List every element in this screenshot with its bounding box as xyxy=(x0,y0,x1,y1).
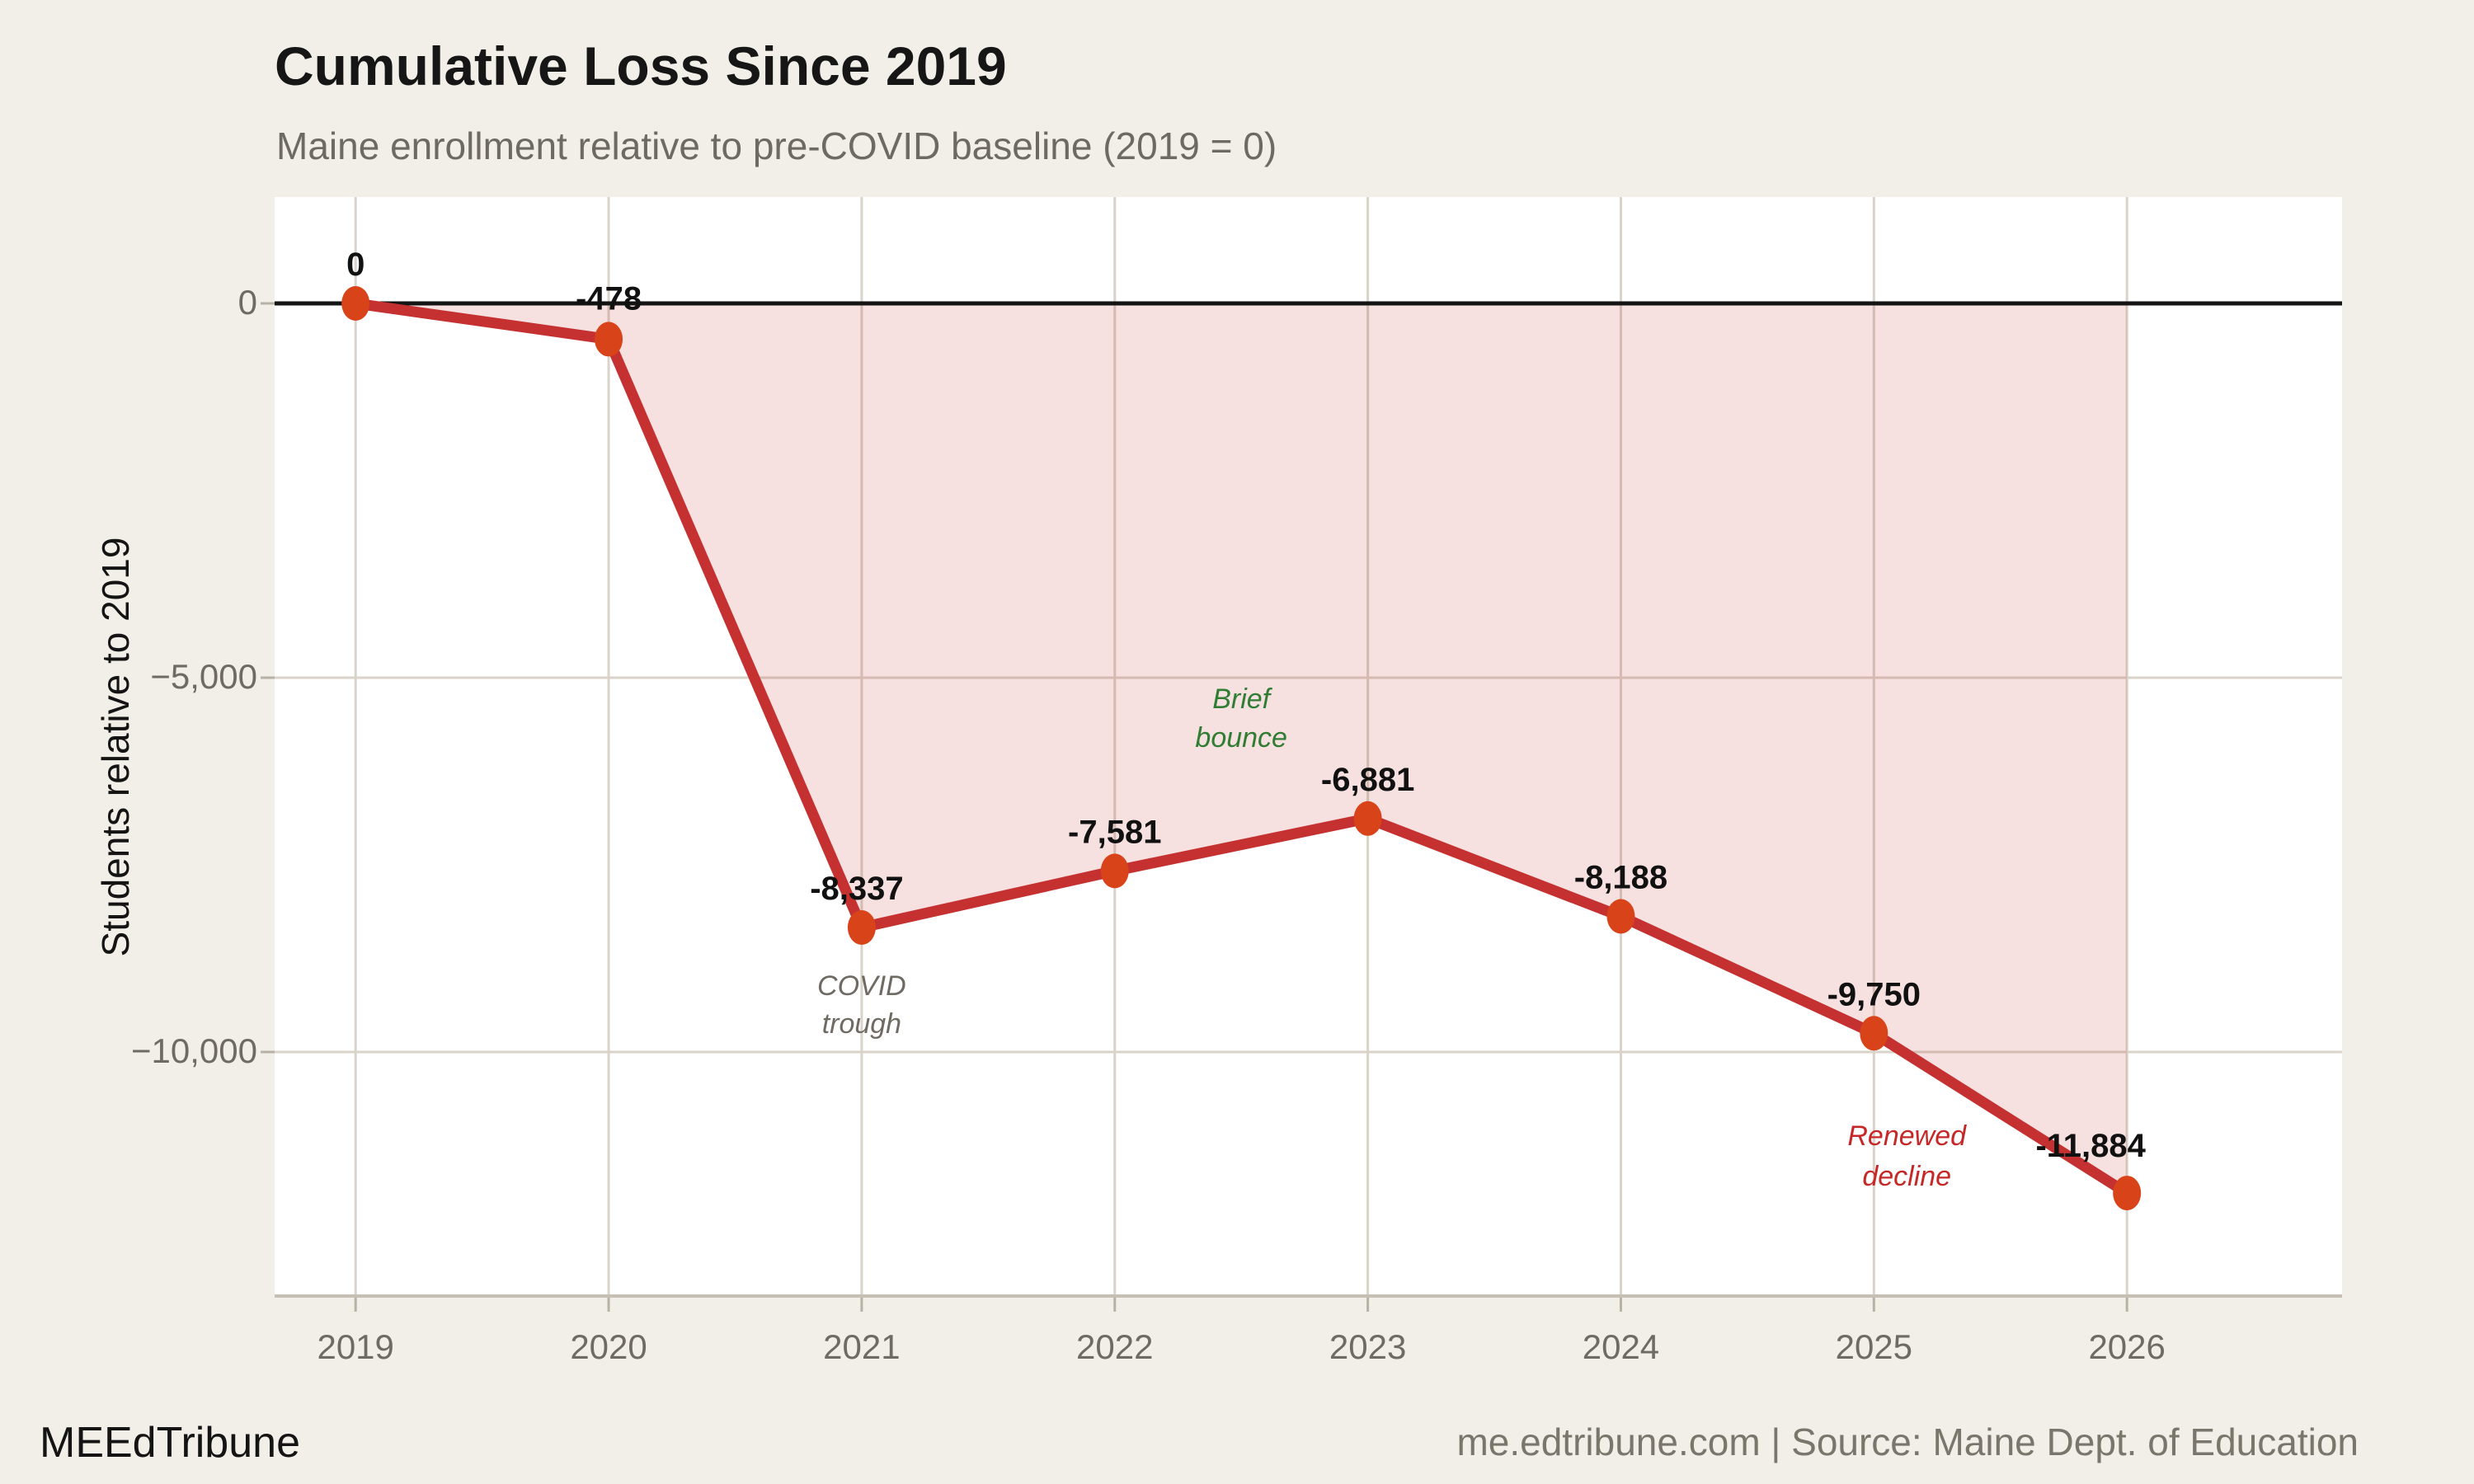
data-point-marker xyxy=(341,286,370,322)
annotation-text: trough xyxy=(822,1008,901,1040)
x-tick-label: 2021 xyxy=(823,1327,901,1366)
enrollment-line xyxy=(355,298,2130,1198)
data-point-marker xyxy=(595,322,623,357)
chart-subtitle: Maine enrollment relative to pre-COVID b… xyxy=(276,124,1277,167)
x-tick-label: 2022 xyxy=(1076,1327,1154,1366)
x-tick-label: 2020 xyxy=(570,1327,647,1366)
data-point-label: -8,337 xyxy=(810,871,903,907)
data-point-label: -9,750 xyxy=(1827,976,1921,1012)
y-tick-label: −5,000 xyxy=(150,657,257,696)
annotation-text: decline xyxy=(1862,1161,1951,1192)
loss-area-fill xyxy=(355,303,2128,1194)
data-point-label: -11,884 xyxy=(2035,1128,2146,1164)
data-point-marker xyxy=(847,910,876,946)
annotation-text: Brief xyxy=(1212,683,1272,715)
y-tick-label: 0 xyxy=(238,283,257,322)
footer-brand: MEEdTribune xyxy=(40,1419,300,1467)
x-tick-label: 2026 xyxy=(2088,1327,2166,1366)
y-tick-label: −10,000 xyxy=(131,1031,257,1070)
annotation-text: COVID xyxy=(817,970,906,1002)
enrollment-line-chart: 0 -478 -8,337 -7,581 -6,881 -8,188 -9,750 -11,8… xyxy=(261,197,2342,1312)
data-point-marker xyxy=(1353,801,1382,836)
data-point-label: 0 xyxy=(346,247,365,283)
x-tick-label: 2024 xyxy=(1582,1327,1660,1366)
footer-source: me.edtribune.com | Source: Maine Dept. o… xyxy=(1456,1421,2359,1463)
data-point-marker xyxy=(1860,1016,1888,1051)
data-point-marker xyxy=(1100,853,1129,889)
x-tick-label: 2023 xyxy=(1329,1327,1407,1366)
annotation-text: bounce xyxy=(1195,722,1287,754)
x-tick-label: 2025 xyxy=(1835,1327,1913,1366)
chart-title: Cumulative Loss Since 2019 xyxy=(275,35,1007,96)
data-point-label: -478 xyxy=(576,280,642,317)
data-point-marker xyxy=(2113,1176,2142,1211)
data-point-marker xyxy=(1606,899,1635,934)
annotation-text: Renewed xyxy=(1847,1120,1967,1152)
data-point-label: -6,881 xyxy=(1321,762,1414,798)
x-tick-label: 2019 xyxy=(317,1327,394,1366)
data-point-label: -8,188 xyxy=(1574,859,1667,895)
plot-panel: 0 -478 -8,337 -7,581 -6,881 -8,188 -9,750 -11,8… xyxy=(261,197,2342,1312)
y-axis-title: Students relative to 2019 xyxy=(94,537,137,957)
data-point-label: -7,581 xyxy=(1068,814,1161,850)
